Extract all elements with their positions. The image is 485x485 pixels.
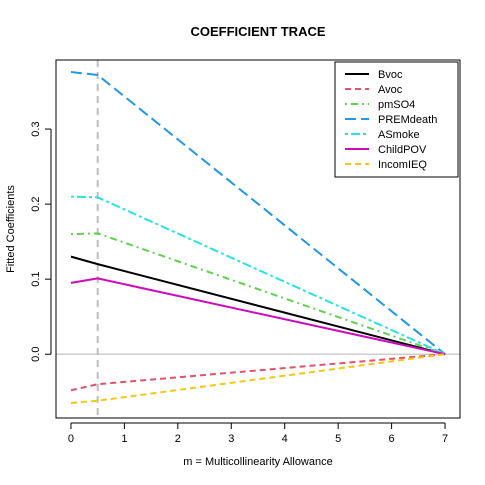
- y-tick-label: 0.0: [30, 347, 42, 362]
- series-line-avoc: [70, 353, 446, 392]
- plot-area: 0 1 2 3 4 5 6 7 0.0 0.1 0.2 0.3: [30, 59, 461, 445]
- series-line-bvoc: [70, 255, 446, 356]
- legend-label-avoc: Avoc: [378, 84, 403, 96]
- y-tick-label: 0.2: [30, 196, 42, 211]
- legend-label-premdeath: PREMdeath: [378, 114, 437, 126]
- legend-label-bvoc: Bvoc: [378, 69, 403, 81]
- legend-label-childpov: ChildPOV: [378, 144, 427, 156]
- y-axis-label: Fitted Coefficients: [5, 185, 17, 273]
- legend-label-asmoke: ASmoke: [378, 129, 420, 141]
- x-tick-label: 1: [121, 433, 127, 445]
- plot-border: [55, 59, 461, 419]
- legend: Bvoc Avoc pmSO4 PREMdeath ASmoke ChildPOV Inco…: [334, 61, 459, 178]
- series-line-asmoke: [70, 195, 446, 356]
- x-axis-label: m = Multicollinearity Allowance: [183, 456, 332, 468]
- x-tick-label: 6: [389, 433, 395, 445]
- x-tick-label: 0: [68, 433, 74, 445]
- x-tick-label: 7: [442, 433, 448, 445]
- y-tick-label: 0.3: [30, 121, 42, 136]
- chart-title: COEFFICIENT TRACE: [190, 24, 325, 39]
- x-tick-label: 4: [282, 433, 288, 445]
- series-line-premdeath: [70, 71, 446, 355]
- legend-label-pmso4: pmSO4: [378, 99, 415, 111]
- x-tick-label: 5: [335, 433, 341, 445]
- series-line-childpov: [70, 277, 446, 356]
- series-line-incomieq: [70, 353, 446, 404]
- y-tick-label: 0.1: [30, 272, 42, 287]
- x-tick-label: 3: [228, 433, 234, 445]
- series-line-pmso4: [70, 232, 446, 356]
- x-tick-label: 2: [175, 433, 181, 445]
- legend-label-incomieq: IncomIEQ: [378, 159, 427, 171]
